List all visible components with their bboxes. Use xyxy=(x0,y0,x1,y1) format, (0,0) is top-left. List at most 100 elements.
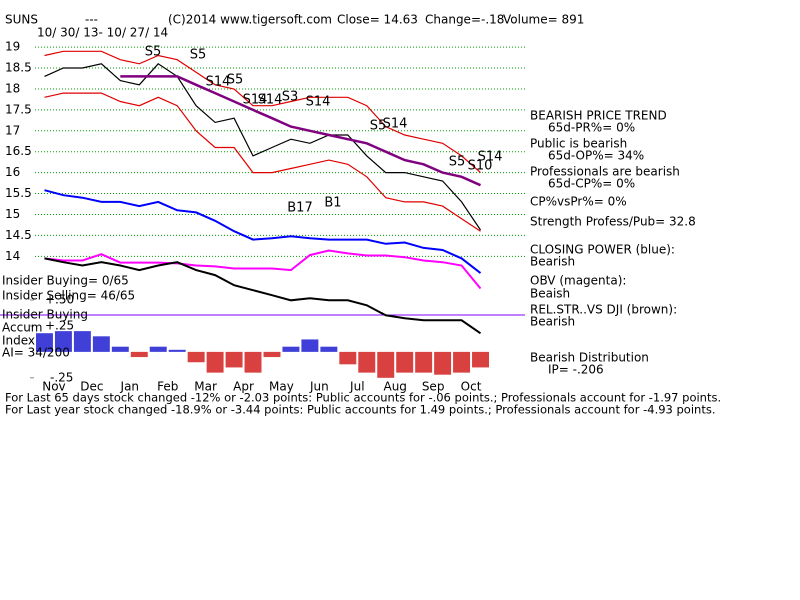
footer-line: For Last 65 days stock changed -12% or -… xyxy=(5,391,721,405)
signal-label: S14 xyxy=(206,75,231,90)
signal-label: S5 xyxy=(227,73,244,88)
y-tick-label: 17.5 xyxy=(5,102,32,116)
y-tick-label: +.25 xyxy=(45,318,74,332)
right-panel-text: Bearish Distribution xyxy=(530,351,649,365)
y-tick-label: 16.5 xyxy=(5,144,32,158)
signal-label: S14 xyxy=(258,93,283,108)
x-tick-label: Jul xyxy=(349,380,364,394)
y-tick-label: 16 xyxy=(5,165,20,179)
left-label: Accum xyxy=(2,321,43,335)
bar xyxy=(282,346,300,352)
right-panel-text: BEARISH PRICE TREND xyxy=(530,109,667,123)
signal-label: S10 xyxy=(468,159,493,174)
bar xyxy=(149,346,167,352)
right-panel-text: Beaish xyxy=(530,287,570,301)
bar xyxy=(187,351,205,363)
bar xyxy=(453,351,471,373)
right-panel-text: CLOSING POWER (blue): xyxy=(530,243,675,257)
left-label: Insider Buying= 0/65 xyxy=(2,274,129,288)
series-line xyxy=(44,257,482,335)
left-label: AI= 34/200 xyxy=(2,346,70,360)
bar xyxy=(358,351,376,373)
y-tick-label: -.25 xyxy=(50,370,73,384)
bar xyxy=(244,351,262,373)
y-tick-label: 14.5 xyxy=(5,228,32,242)
y-tick-label: 19 xyxy=(5,40,20,54)
right-panel-text: IP= -.206 xyxy=(548,363,604,377)
y-tick-label: 17 xyxy=(5,123,20,137)
x-tick-label: Feb xyxy=(157,380,178,394)
bar xyxy=(73,331,91,352)
right-panel-text: Professionals are bearish xyxy=(530,165,680,179)
bar xyxy=(54,331,72,352)
dash: --- xyxy=(85,13,98,27)
bar xyxy=(225,351,243,368)
right-panel-text: REL.STR..VS DJI (brown): xyxy=(530,303,677,317)
signal-label: S14 xyxy=(306,95,331,110)
right-panel-text: Bearish xyxy=(530,255,575,269)
x-tick-label: Mar xyxy=(194,380,217,394)
signal-label: B17 xyxy=(287,201,312,216)
bar xyxy=(415,351,433,373)
series-line xyxy=(44,50,481,174)
bar xyxy=(92,336,110,352)
bar xyxy=(396,351,414,373)
signal-label: S5 xyxy=(190,48,207,63)
x-tick-label: Aug xyxy=(383,380,406,394)
right-panel-text: 65d-PR%= 0% xyxy=(548,121,635,135)
y-tick-label: +.50 xyxy=(45,293,74,307)
signal-label: S5 xyxy=(145,45,162,60)
x-tick-label: Oct xyxy=(461,380,482,394)
left-label: Insider Buying xyxy=(2,308,88,322)
series-line xyxy=(44,189,482,274)
right-panel-text: CP%vsPr%= 0% xyxy=(530,195,627,209)
change: Change=-.18 xyxy=(425,13,504,27)
x-tick-label: Jun xyxy=(309,380,329,394)
series-line xyxy=(120,75,482,187)
bar xyxy=(320,346,338,352)
right-panel-text: 65d-OP%= 34% xyxy=(548,149,644,163)
bar xyxy=(36,333,53,352)
bar xyxy=(339,351,357,365)
x-tick-label: May xyxy=(269,380,294,394)
ticker: SUNS xyxy=(5,13,38,27)
bar xyxy=(434,351,452,375)
right-panel-text: Public is bearish xyxy=(530,137,627,151)
signal-label: S14 xyxy=(478,150,503,165)
signal-label: S14 xyxy=(243,93,268,108)
bar xyxy=(377,351,395,378)
y-tick-label: 18.5 xyxy=(5,61,32,75)
y-tick-label: 14 xyxy=(5,249,20,263)
bar xyxy=(206,351,224,373)
left-label: Index xyxy=(2,334,35,348)
bar xyxy=(472,351,489,368)
y-tick-label: 18 xyxy=(5,81,20,95)
signal-label: S14 xyxy=(383,117,408,132)
volume: Volume= 891 xyxy=(503,13,584,27)
right-panel-text: 65d-CP%= 0% xyxy=(548,177,635,191)
signal-label: S5 xyxy=(370,119,387,134)
x-tick-label: Dec xyxy=(80,380,103,394)
x-tick-label: Jan xyxy=(120,380,140,394)
signal-label: S5 xyxy=(449,155,466,170)
copyright: (C)2014 www.tigersoft.com xyxy=(168,13,332,27)
right-panel-text: Bearish xyxy=(530,315,575,329)
bar xyxy=(111,346,129,352)
date-range: 10/ 30/ 13- 10/ 27/ 14 xyxy=(37,26,168,40)
right-panel-text: OBV (magenta): xyxy=(530,274,626,288)
signal-label: B1 xyxy=(324,196,341,211)
series-line xyxy=(44,92,481,232)
bar xyxy=(130,351,148,358)
left-label: Insider Selling= 46/65 xyxy=(2,289,135,303)
x-tick-label: Sep xyxy=(422,380,445,394)
bar xyxy=(301,339,319,352)
signal-label: S3 xyxy=(282,90,299,105)
right-panel-text: Strength Profess/Pub= 32.8 xyxy=(530,215,696,229)
bar xyxy=(263,351,281,358)
x-tick-label: Nov xyxy=(42,380,65,394)
x-tick-label: Apr xyxy=(233,380,254,394)
series-line xyxy=(44,63,481,231)
